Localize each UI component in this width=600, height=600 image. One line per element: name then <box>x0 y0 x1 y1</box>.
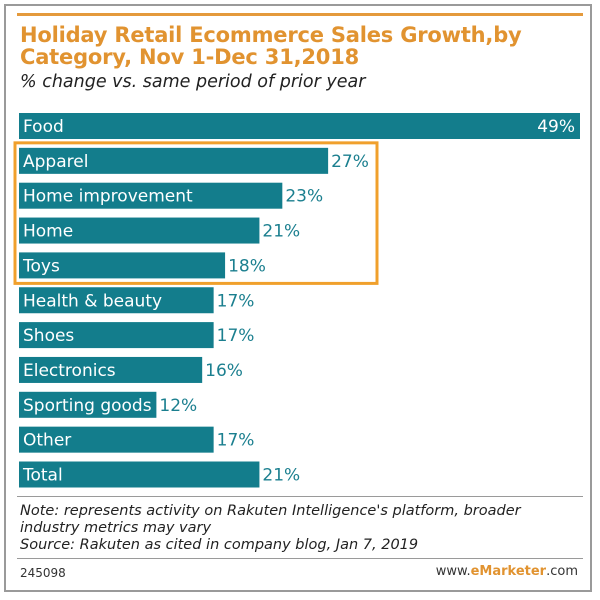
bar-toys <box>19 252 226 279</box>
category-label-apparel: Apparel <box>23 152 88 172</box>
footnote: Note: represents activity on Rakuten Int… <box>20 503 521 536</box>
brand-logo: www.eMarketer.com <box>436 564 578 579</box>
category-label-sporting-goods: Sporting goods <box>23 396 152 416</box>
value-label-sporting-goods: 12% <box>159 396 197 416</box>
value-label-health-beauty: 17% <box>217 291 255 311</box>
category-label-shoes: Shoes <box>23 326 74 346</box>
bar-total <box>19 461 260 488</box>
bar-shoes <box>19 322 214 349</box>
value-label-food: 49% <box>537 117 575 137</box>
brand-suffix: .com <box>546 564 578 579</box>
category-label-total: Total <box>22 466 63 486</box>
bar-electronics <box>19 356 203 383</box>
bar-home-improvement <box>19 182 283 209</box>
chart-subtitle: % change vs. same period of prior year <box>20 72 366 92</box>
bar-health-beauty <box>19 287 214 314</box>
source-note: Source: Rakuten as cited in company blog… <box>20 537 419 553</box>
category-label-electronics: Electronics <box>23 361 116 381</box>
footer-rule-bottom <box>17 558 583 559</box>
value-label-home-improvement: 23% <box>285 187 323 207</box>
bar-chart: Food 49% Apparel 27% Home improvement 23% Home… <box>13 113 580 488</box>
category-label-home: Home <box>23 222 73 242</box>
value-label-other: 17% <box>217 431 255 451</box>
category-label-health-beauty: Health & beauty <box>23 291 162 311</box>
brand-name: eMarketer <box>470 564 547 579</box>
chart-id: 245098 <box>20 566 66 580</box>
value-label-shoes: 17% <box>217 326 255 346</box>
category-label-toys: Toys <box>22 256 60 276</box>
value-label-total: 21% <box>262 466 300 486</box>
highlight-box <box>13 141 379 285</box>
brand-prefix: www. <box>435 564 471 579</box>
value-label-apparel: 27% <box>331 152 369 172</box>
bar-home <box>19 217 260 244</box>
chart-title: Holiday Retail Ecommerce Sales Growth,by… <box>20 23 522 69</box>
category-label-other: Other <box>23 431 71 451</box>
footer-rule <box>17 496 583 497</box>
bar-sporting-goods <box>19 391 157 418</box>
bar-food <box>19 113 580 139</box>
value-label-home: 21% <box>262 222 300 242</box>
bar-apparel <box>19 147 329 174</box>
value-label-electronics: 16% <box>205 361 243 381</box>
bar-other <box>19 426 214 453</box>
category-label-food: Food <box>23 117 64 137</box>
category-label-home-improvement: Home improvement <box>23 187 193 207</box>
title-rule <box>17 13 583 16</box>
value-label-toys: 18% <box>228 256 266 276</box>
